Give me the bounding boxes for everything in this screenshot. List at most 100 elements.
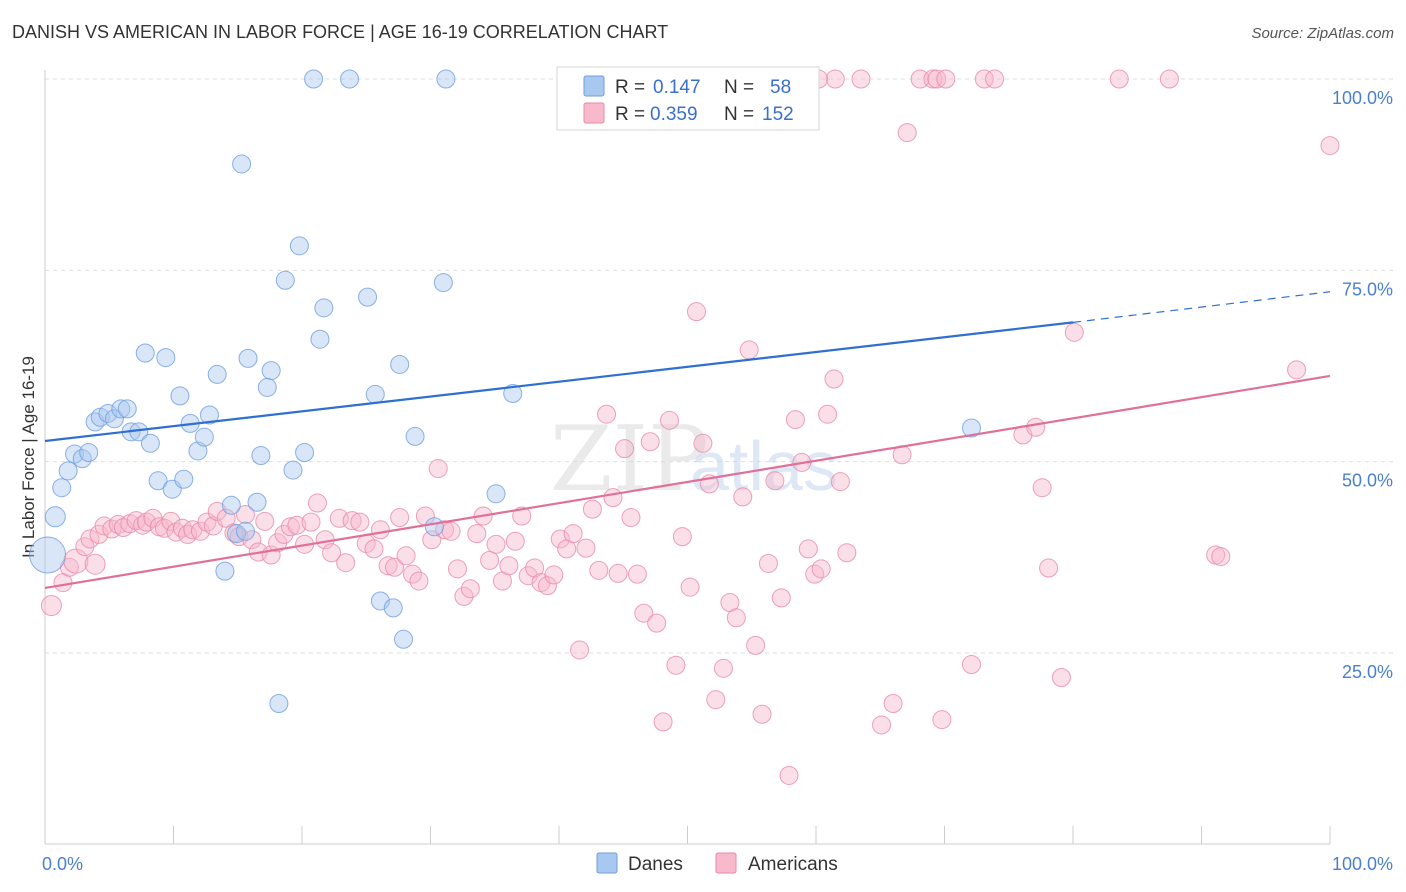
point-danes-1: [44, 506, 66, 528]
point-americans-148: [1320, 136, 1340, 156]
point-danes-24: [194, 427, 214, 447]
point-americans-134: [961, 654, 981, 674]
point-danes-12: [117, 399, 137, 419]
point-americans-50: [364, 539, 384, 559]
point-americans-55: [396, 546, 416, 566]
x-tick-label-left: 0.0%: [42, 854, 83, 874]
point-americans-91: [627, 564, 647, 584]
point-danes-36: [257, 377, 277, 397]
point-americans-141: [1051, 667, 1071, 687]
legend-n-value-americans: 152: [762, 104, 794, 125]
x-ticks: [44, 826, 1331, 844]
trend-lines: [44, 291, 1331, 590]
point-danes-21: [174, 469, 194, 489]
point-americans-126: [883, 694, 903, 714]
point-danes-35: [261, 361, 281, 381]
point-danes-6: [79, 442, 99, 462]
legend-n-value-danes: 58: [770, 77, 791, 98]
point-americans-69: [486, 534, 506, 554]
point-americans-100: [686, 302, 706, 322]
series-legend: Danes Americans: [596, 852, 838, 875]
point-americans-24: [190, 521, 210, 541]
point-danes-55: [436, 69, 456, 89]
trend-line-extension-danes: [1072, 291, 1331, 323]
point-americans-87: [603, 488, 623, 508]
point-americans-42: [307, 493, 327, 513]
y-tick-label-25: 25.0%: [1342, 662, 1393, 682]
point-americans-68: [480, 550, 500, 570]
point-americans-6: [84, 553, 106, 575]
point-danes-27: [215, 561, 235, 581]
point-americans-86: [597, 404, 617, 424]
point-danes-40: [289, 236, 309, 256]
point-americans-97: [666, 655, 686, 675]
watermark: ZIP atlas: [550, 407, 838, 512]
point-danes-41: [295, 442, 315, 462]
point-americans-34: [255, 511, 275, 531]
point-americans-144: [1159, 69, 1179, 89]
point-americans-57: [409, 571, 429, 591]
point-danes-11: [111, 399, 131, 419]
point-americans-79: [550, 529, 570, 549]
point-americans-83: [576, 538, 596, 558]
point-danes-33: [247, 492, 267, 512]
point-americans-71: [499, 556, 519, 576]
series-legend-label-americans: Americans: [748, 854, 838, 875]
point-americans-103: [706, 690, 726, 710]
point-danes-30: [232, 154, 252, 174]
point-americans-53: [385, 557, 405, 577]
y-tick-label-75: 75.0%: [1342, 279, 1393, 299]
point-danes-50: [390, 354, 410, 374]
point-americans-66: [467, 524, 487, 544]
y-tick-label-50: 50.0%: [1342, 471, 1393, 491]
point-danes-10: [104, 409, 124, 429]
point-americans-111: [758, 553, 778, 573]
legend-swatch-danes: [583, 75, 605, 97]
y-tick-labels: 25.0% 50.0% 75.0% 100.0%: [1332, 88, 1393, 682]
legend-r-value-danes: 0.147: [653, 77, 701, 98]
legend-n-label-americans: N =: [724, 104, 754, 125]
legend-n-label-danes: N =: [724, 77, 754, 98]
point-americans-120: [818, 404, 838, 424]
point-danes-16: [140, 433, 160, 453]
point-americans-138: [1026, 417, 1046, 437]
trend-line-danes: [44, 321, 1074, 443]
point-danes-0: [29, 536, 67, 574]
point-americans-8: [94, 516, 114, 536]
point-danes-49: [383, 598, 403, 618]
point-danes-42: [304, 69, 324, 89]
point-americans-47: [342, 511, 362, 531]
point-americans-89: [615, 439, 635, 459]
point-americans-46: [336, 553, 356, 573]
point-americans-109: [746, 635, 766, 655]
point-americans-117: [798, 539, 818, 559]
point-danes-54: [433, 273, 453, 293]
point-americans-90: [621, 508, 641, 528]
point-danes-51: [394, 629, 414, 649]
point-danes-9: [98, 403, 118, 423]
point-danes-56: [486, 484, 506, 504]
point-danes-18: [156, 348, 176, 368]
point-americans-64: [454, 586, 474, 606]
point-americans-121: [824, 369, 844, 389]
point-americans-96: [660, 410, 680, 430]
point-danes-2: [52, 478, 72, 498]
legend-swatch-americans: [583, 102, 605, 124]
point-americans-78: [544, 565, 564, 585]
point-danes-34: [251, 446, 271, 466]
point-americans-52: [378, 556, 398, 576]
point-americans-107: [733, 487, 753, 507]
point-americans-149: [825, 69, 845, 89]
point-americans-113: [771, 588, 791, 608]
point-americans-125: [872, 715, 892, 735]
point-americans-95: [653, 712, 673, 732]
point-americans-75: [525, 558, 545, 578]
point-americans-104: [713, 658, 733, 678]
point-americans-51: [370, 520, 390, 540]
point-americans-142: [1064, 322, 1084, 342]
series-legend-swatch-danes: [596, 852, 618, 874]
point-americans-108: [739, 340, 759, 360]
point-americans-38: [280, 517, 300, 537]
point-americans-122: [830, 472, 850, 492]
